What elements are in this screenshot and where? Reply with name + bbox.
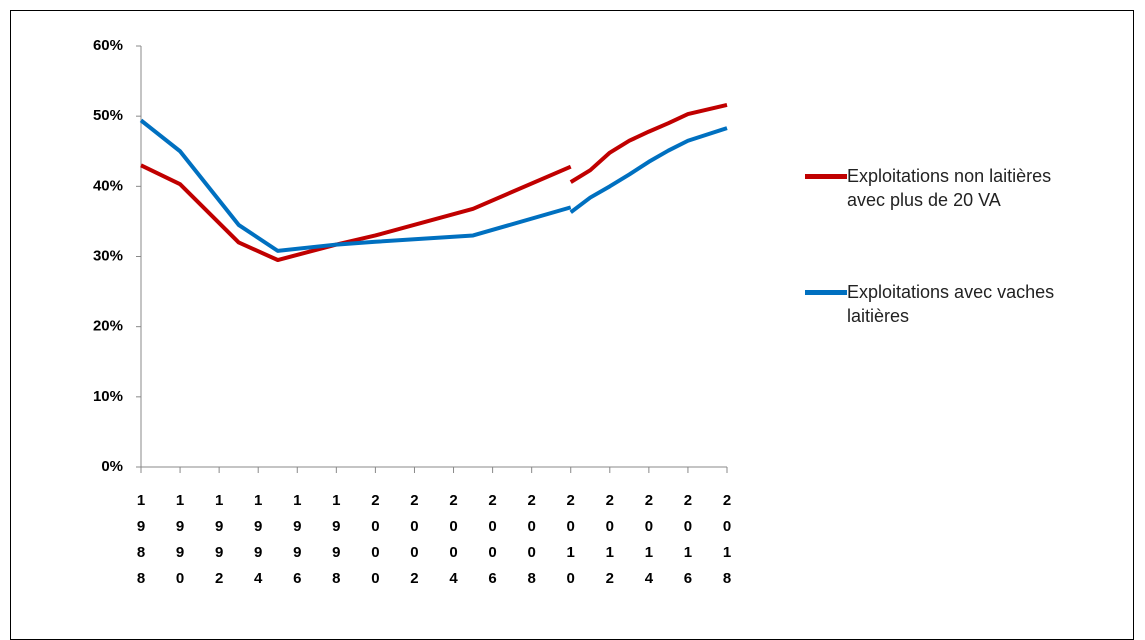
x-tick-label: 2008: [523, 492, 540, 596]
x-tick-label: 2018: [719, 492, 736, 596]
series-line: [139, 118, 728, 253]
x-tick-label: 1992: [211, 492, 228, 596]
legend-item: Exploitations avec vaches laitières: [805, 280, 1055, 328]
x-tick-label: 1988: [133, 492, 150, 596]
series-line: [140, 102, 728, 263]
legend-swatch: [805, 174, 847, 179]
x-tick-label: 2016: [679, 492, 696, 596]
y-tick-label: 40%: [93, 177, 123, 194]
x-tick-label: 2014: [640, 492, 657, 596]
y-tick-label: 10%: [93, 388, 123, 405]
x-tick-label: 1996: [289, 492, 306, 596]
x-tick-label: 2002: [406, 492, 423, 596]
x-tick-label: 2000: [367, 492, 384, 596]
legend-item: Exploitations non laitières avec plus de…: [805, 164, 1055, 212]
y-tick-label: 50%: [93, 107, 123, 124]
x-tick-label: 2004: [445, 492, 462, 596]
legend-label: Exploitations non laitières avec plus de…: [847, 166, 1052, 210]
x-tick-label: 2006: [484, 492, 501, 596]
legend-swatch: [805, 290, 847, 295]
x-tick-label: 1998: [328, 492, 345, 596]
y-tick-label: 20%: [93, 318, 123, 335]
y-tick-label: 60%: [93, 37, 123, 54]
x-tick-label: 1990: [172, 492, 189, 596]
legend-label: Exploitations avec vaches laitières: [847, 282, 1055, 326]
x-tick-label: 1994: [250, 492, 267, 596]
y-tick-label: 0%: [101, 458, 123, 475]
y-tick-label: 30%: [93, 247, 123, 264]
x-tick-label: 2010: [562, 492, 579, 596]
x-tick-label: 2012: [601, 492, 618, 596]
